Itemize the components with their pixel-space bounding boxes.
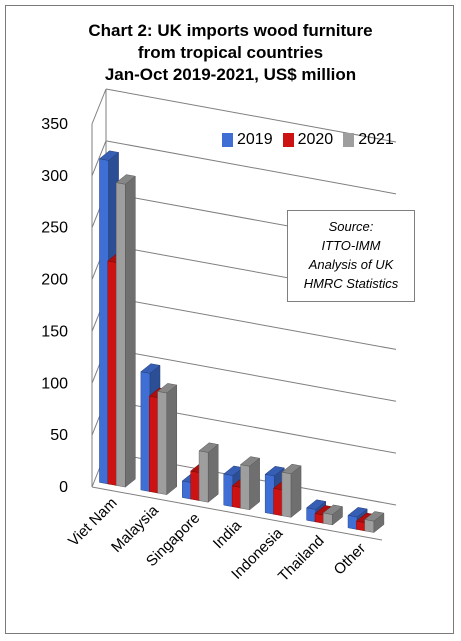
- bar-top-2021: [198, 442, 219, 453]
- bar-front-2019: [223, 473, 234, 508]
- x-tick-label: India: [210, 517, 245, 552]
- gridline: [105, 347, 397, 402]
- y-tick-label: 350: [41, 116, 68, 133]
- x-tick-label: Thailand: [275, 532, 328, 585]
- bar-top-2019: [306, 499, 327, 510]
- bar-top-2021: [115, 174, 136, 185]
- bar-side-2021: [207, 443, 219, 503]
- bar-front-2019: [182, 480, 192, 500]
- bar-top-2021: [239, 456, 261, 467]
- bar-front-2020: [107, 260, 118, 486]
- legend-label-2021: 2021: [358, 131, 394, 148]
- legend-item-2020: 2020: [282, 131, 334, 149]
- bar-front-2020: [273, 487, 283, 517]
- bar-front-2021: [115, 182, 126, 488]
- chart-title-line-1: Chart 2: UK imports wood furniture: [88, 21, 373, 40]
- bar-front-2021: [157, 391, 168, 495]
- bar-front-2019: [306, 507, 316, 523]
- bar-front-2020: [149, 395, 159, 494]
- y-tick-label: 250: [41, 220, 68, 237]
- bar-front-2020: [190, 470, 201, 502]
- bar-front-2021: [323, 512, 333, 526]
- y-tick-label: 200: [41, 272, 68, 289]
- y-tick-label: 150: [41, 323, 68, 340]
- bar-front-2019: [264, 473, 275, 515]
- bar-front-2021: [364, 519, 375, 533]
- bar-side-2021: [290, 465, 302, 518]
- chart-title-line-2: from tropical countries: [137, 43, 324, 62]
- legend-swatch-2020: [282, 133, 294, 147]
- y-tick-label: 50: [50, 427, 68, 444]
- side-wall-gridline: [91, 140, 107, 177]
- legend-label-2019: 2019: [237, 131, 273, 148]
- source-line-1: Source:: [328, 219, 374, 234]
- bar-top-2021: [322, 504, 344, 515]
- source-line-4: HMRC Statistics: [303, 276, 399, 291]
- x-tick-label: Other: [331, 540, 370, 579]
- bar-top-2021: [157, 383, 178, 394]
- bar-top-2019: [347, 507, 368, 518]
- bar-front-2019: [99, 158, 109, 485]
- chart-title: Chart 2: UK imports wood furniture from …: [0, 20, 461, 86]
- bar-front-2021: [198, 450, 209, 503]
- gridline: [105, 140, 397, 195]
- source-line-2: ITTO-IMM: [321, 238, 381, 253]
- bar-top-2019: [140, 363, 161, 374]
- legend-item-2021: 2021: [343, 131, 394, 149]
- bar-side-2021: [125, 175, 136, 488]
- y-tick-label: 300: [41, 168, 68, 185]
- y-tick-label: 0: [59, 479, 68, 496]
- x-axis-line: [91, 486, 383, 541]
- legend-label-2020: 2020: [297, 131, 334, 148]
- bar-front-2020: [231, 485, 242, 509]
- legend-item-2019: 2019: [222, 131, 273, 149]
- bar-front-2019: [347, 515, 358, 530]
- bar-front-2021: [240, 464, 250, 511]
- bar-side-2021: [166, 384, 178, 496]
- bar-front-2019: [140, 371, 151, 492]
- source-line-3: Analysis of UK: [308, 257, 394, 272]
- chart-legend: 2019 2020 2021: [222, 131, 404, 149]
- y-tick-label: 100: [41, 375, 68, 392]
- gridline: [105, 295, 397, 350]
- bar-front-2021: [281, 471, 292, 518]
- bar-top-2021: [364, 511, 385, 522]
- chart-title-line-3: Jan-Oct 2019-2021, US$ million: [104, 65, 357, 84]
- source-annotation: Source: ITTO-IMM Analysis of UK HMRC Sta…: [287, 210, 415, 302]
- legend-swatch-2021: [343, 133, 355, 147]
- legend-swatch-2019: [222, 133, 233, 147]
- side-wall-gridline: [91, 88, 107, 125]
- bar-side-2021: [249, 457, 260, 511]
- bar-top-2021: [281, 463, 302, 475]
- bar-top-2019: [98, 150, 120, 161]
- back-wall: [106, 89, 396, 505]
- bar-top-2019: [264, 466, 285, 477]
